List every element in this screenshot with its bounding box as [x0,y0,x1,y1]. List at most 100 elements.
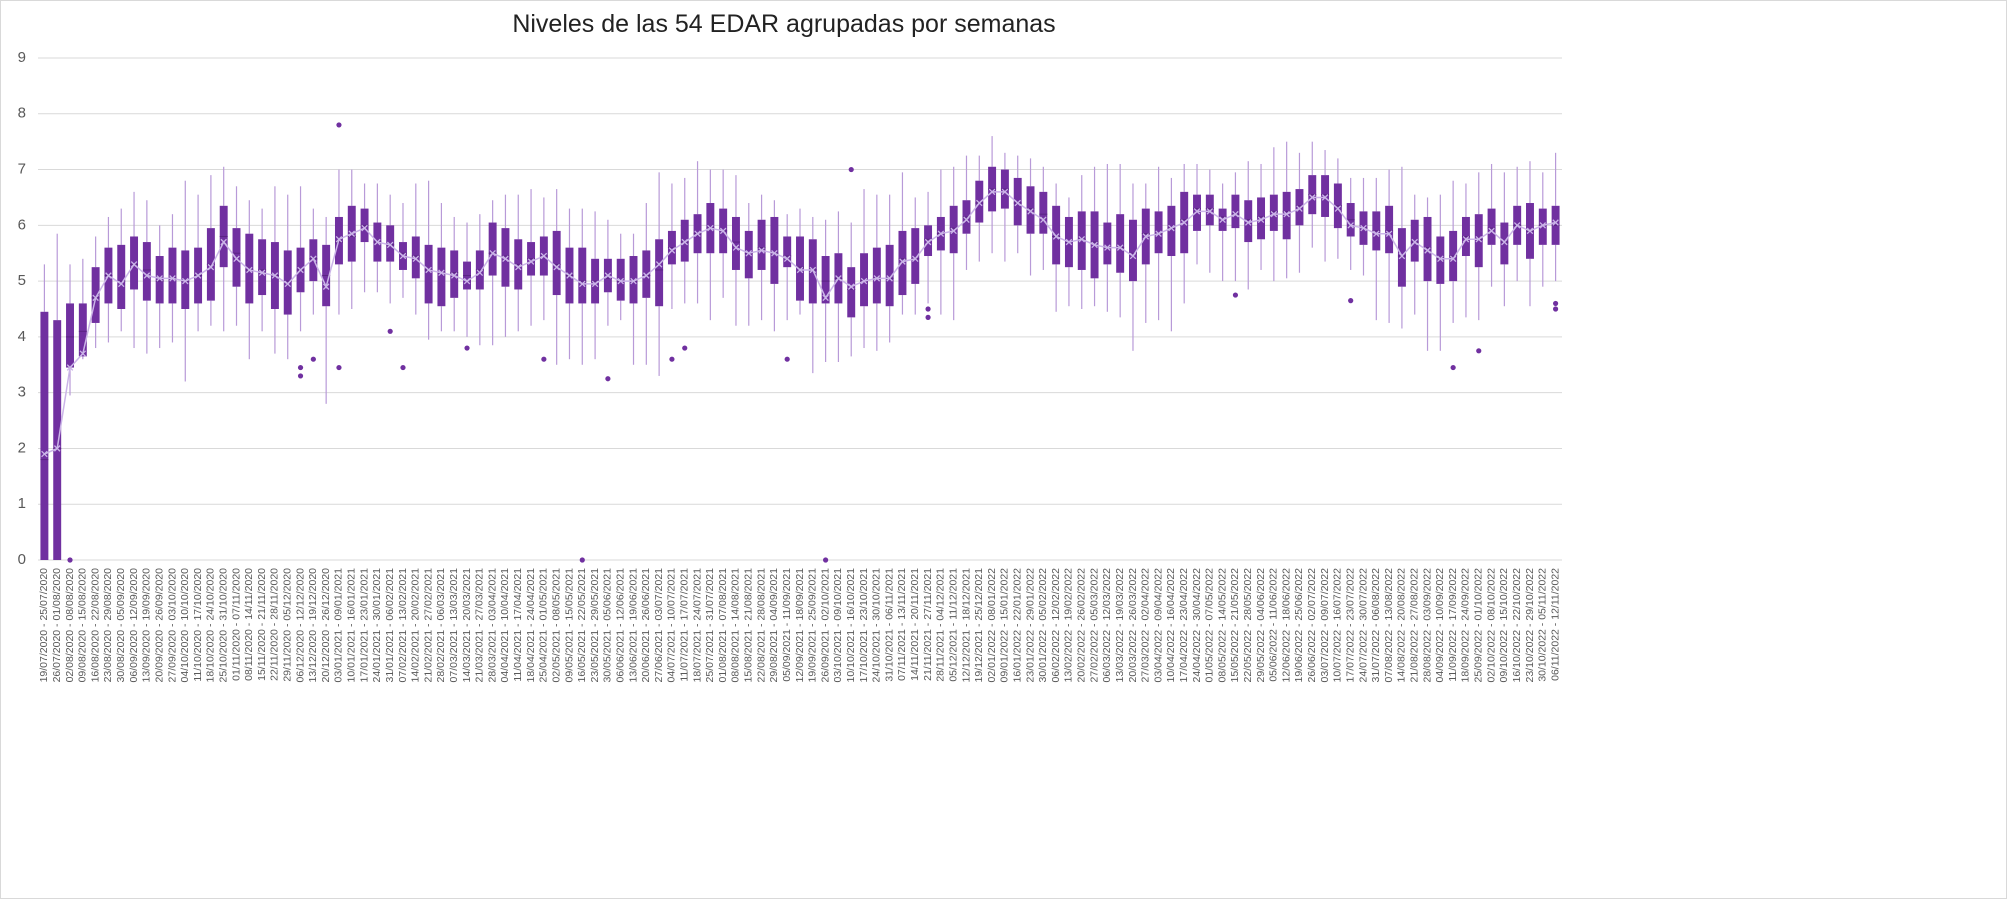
mean-marker [1488,227,1495,235]
mean-marker [976,199,983,207]
box [1538,208,1547,245]
mean-marker [399,252,407,260]
x-tick-label: 18/04/2021 - 24/04/2021 [525,568,537,683]
box [40,311,49,560]
outlier [1232,292,1239,298]
mean-marker [771,249,778,257]
mean-marker [1014,199,1021,207]
box [860,253,869,307]
mean-marker [899,258,906,265]
x-tick-label: 11/10/2020 - 17/10/2020 [192,568,204,682]
y-tick-label: 5 [18,272,26,289]
x-tick-label: 23/08/2020 - 29/08/2020 [102,568,114,683]
mean-marker [1027,208,1034,215]
x-tick-label: 06/11/2022 - 12/11/2022 [1549,568,1561,681]
outlier [336,122,342,128]
box [911,228,920,284]
x-tick-label: 09/05/2021 - 15/05/2021 [563,568,575,683]
x-tick-label: 25/09/2022 - 01/10/2022 [1473,568,1485,683]
mean-marker [1206,208,1214,215]
x-tick-label: 09/10/2022 - 15/10/2022 [1498,568,1510,683]
x-tick-label: 20/06/2021 - 26/06/2021 [640,568,652,683]
x-tick-label: 06/12/2020 - 12/12/2020 [294,568,306,683]
x-tick-label: 02/08/2020 - 08/08/2020 [64,568,76,683]
mean-marker [335,236,343,243]
mean-marker [1501,238,1508,246]
mean-marker [361,224,368,232]
x-tick-label: 13/09/2020 - 19/09/2020 [141,568,153,683]
mean-marker [1309,194,1316,201]
x-tick-label: 14/02/2021 - 20/02/2021 [410,568,422,683]
chart-title: Niveles de las 54 EDAR agrupadas por sem… [512,10,1055,38]
x-tick-label: 20/03/2022 - 26/03/2022 [1127,568,1139,683]
box [501,228,510,287]
mean-marker [783,255,791,263]
x-tick-label: 22/11/2020 - 28/11/2020 [269,568,281,681]
box [1436,236,1445,284]
x-tick-label: 23/10/2022 - 29/10/2022 [1524,568,1536,683]
outlier [925,306,931,312]
mean-marker [707,224,714,232]
mean-marker [1142,233,1150,240]
x-tick-label: 07/08/2022 - 13/08/2022 [1383,568,1395,683]
outlier [682,345,688,351]
mean-marker [105,272,112,279]
box [1103,222,1112,265]
box [821,256,830,304]
mean-marker [912,255,919,263]
mean-marker [1321,194,1329,201]
mean-marker [1424,247,1431,254]
mean-marker [1513,222,1521,229]
mean-marker [1129,252,1137,260]
box [386,225,395,262]
mean-marker [1449,255,1457,263]
x-tick-label: 26/07/2020 - 01/08/2020 [51,568,63,683]
x-tick-label: 13/06/2021 - 19/06/2021 [627,568,639,683]
mean-marker [117,280,125,288]
mean-marker [297,266,304,274]
box [181,250,190,309]
box [757,219,766,270]
x-tick-label: 24/07/2022 - 30/07/2022 [1357,568,1369,683]
outlier [823,557,829,563]
x-tick-label: 30/01/2022 - 05/02/2022 [1037,568,1049,683]
outlier [464,345,470,351]
box [655,239,664,307]
outlier [925,314,931,320]
x-tick-label: 20/02/2022 - 26/02/2022 [1076,568,1088,683]
mean-marker [617,277,624,285]
box [424,244,433,304]
x-tick-label: 10/10/2021 - 16/10/2021 [845,568,857,683]
mean-marker [809,266,817,274]
mean-marker [591,280,599,288]
box [616,258,625,301]
box [744,230,753,279]
x-tick-label: 23/01/2022 - 29/01/2022 [1024,568,1036,683]
box [155,256,164,304]
mean-marker [860,277,868,285]
x-tick-label: 13/12/2020 - 19/12/2020 [307,568,319,683]
x-tick-label: 13/02/2022 - 19/02/2022 [1063,568,1075,683]
outlier [579,557,585,563]
box [1052,205,1061,265]
x-tick-label: 02/10/2022 - 08/10/2022 [1485,568,1497,683]
mean-marker [489,249,496,257]
box [258,239,267,296]
mean-marker [1104,244,1111,251]
mean-marker [1360,224,1367,232]
x-tick-label: 17/04/2022 - 23/04/2022 [1178,568,1190,683]
mean-marker [1244,219,1252,226]
x-tick-label: 24/10/2021 - 30/10/2021 [871,568,883,683]
outlier [1476,348,1482,354]
outlier [336,364,342,371]
mean-marker [886,275,893,282]
box [872,247,881,304]
x-tick-label: 20/12/2020 - 26/12/2020 [320,568,332,683]
mean-marker [194,272,202,279]
mean-marker [1180,219,1188,226]
x-tick-label: 10/01/2021 - 16/01/2021 [346,568,358,683]
x-tick-label: 04/04/2021 - 10/04/2021 [499,568,511,683]
x-tick-label: 06/03/2022 - 12/03/2022 [1101,568,1113,683]
mean-marker [1411,238,1418,246]
